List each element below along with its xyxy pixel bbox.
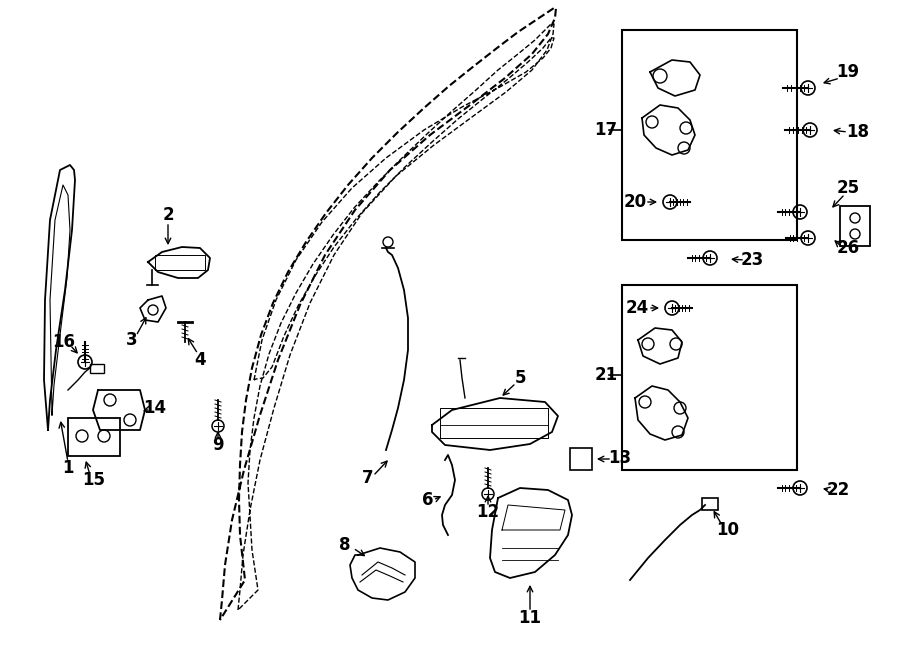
Bar	[68, 418, 120, 456]
Bar	[622, 30, 797, 240]
Bar	[570, 448, 592, 470]
Text: 26: 26	[836, 239, 860, 257]
Text: 4: 4	[194, 351, 206, 369]
Text: 1: 1	[62, 459, 74, 477]
Text: 5: 5	[514, 369, 526, 387]
Text: 7: 7	[362, 469, 374, 487]
Text: 2: 2	[162, 206, 174, 224]
Text: 13: 13	[608, 449, 632, 467]
Text: 19: 19	[836, 63, 860, 81]
Bar	[622, 285, 797, 470]
Bar	[90, 364, 104, 373]
Text: 12: 12	[476, 503, 500, 521]
Text: 23: 23	[741, 251, 763, 269]
Text: 3: 3	[126, 331, 138, 349]
Text: 14: 14	[143, 399, 166, 417]
Text: 9: 9	[212, 436, 224, 454]
Bar	[840, 206, 870, 246]
Text: 21: 21	[594, 366, 617, 384]
Text: 6: 6	[422, 491, 434, 509]
Text: 24: 24	[626, 299, 649, 317]
Text: 25: 25	[836, 179, 860, 197]
Text: 20: 20	[624, 193, 646, 211]
Text: 11: 11	[518, 609, 542, 627]
Text: 8: 8	[339, 536, 351, 554]
Text: 17: 17	[594, 121, 617, 139]
Text: 18: 18	[847, 123, 869, 141]
Text: 15: 15	[83, 471, 105, 489]
Text: 10: 10	[716, 521, 740, 539]
Bar	[702, 498, 718, 510]
Text: 22: 22	[826, 481, 850, 499]
Text: 16: 16	[52, 333, 76, 351]
